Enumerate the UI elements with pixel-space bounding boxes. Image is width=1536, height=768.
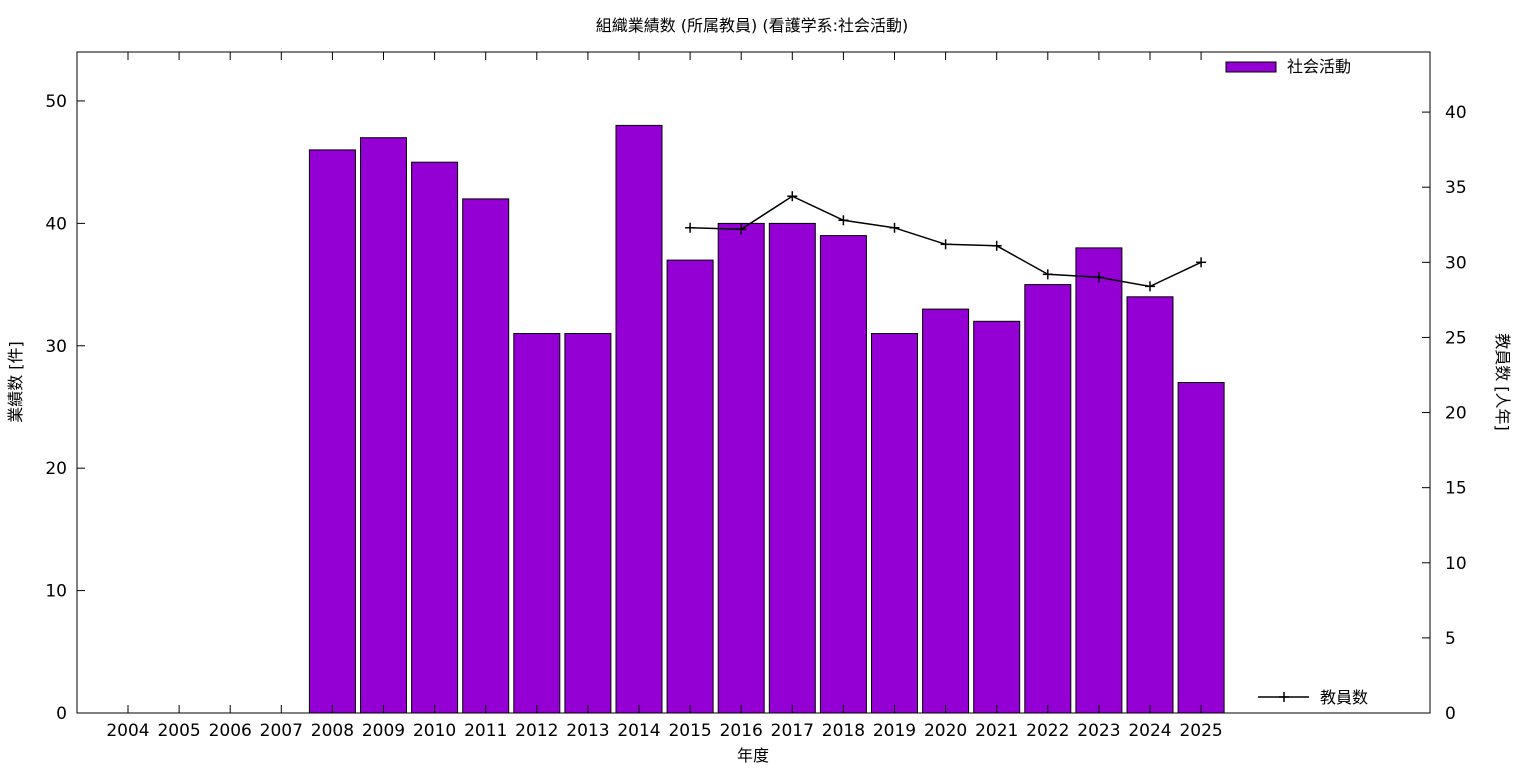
y2-tick-label-10: 10: [1445, 554, 1467, 574]
x-tick-label-2019: 2019: [873, 721, 916, 741]
y-tick-label-30: 30: [45, 337, 67, 357]
bar-2023: [1075, 247, 1123, 714]
line-point-2019: [889, 222, 900, 233]
y2-tick-label-15: 15: [1445, 479, 1467, 499]
line-point-2025: [1196, 257, 1207, 268]
x-axis-title: 年度: [737, 746, 769, 765]
x-tick-label-2021: 2021: [975, 721, 1018, 741]
y-axis-right-title: 教員数 [人年]: [1493, 333, 1512, 431]
bar-2014: [615, 124, 663, 714]
line-point-2024: [1145, 281, 1155, 292]
x-tick-label-2009: 2009: [362, 721, 405, 741]
bar-2008: [308, 149, 356, 714]
x-tick-label-2025: 2025: [1179, 721, 1222, 741]
y-axis-left-title: 業績数 [件]: [6, 341, 25, 423]
chart-title: 組織業績数 (所属教員) (看護学系:社会活動): [596, 16, 909, 35]
y-tick-label-20: 20: [45, 459, 67, 479]
line-point-2018: [838, 215, 849, 226]
x-tick-label-2008: 2008: [311, 721, 354, 741]
bar-2015: [666, 259, 714, 714]
bar-2016: [717, 222, 765, 714]
y2-tick-label-5: 5: [1445, 629, 1456, 649]
line-point-2017: [787, 191, 798, 202]
line-point-2021: [991, 240, 1002, 251]
bar-2020: [922, 308, 970, 714]
x-tick-label-2022: 2022: [1026, 721, 1069, 741]
y2-tick-label-30: 30: [1445, 253, 1467, 273]
y2-tick-label-25: 25: [1445, 328, 1467, 348]
y-tick-label-50: 50: [45, 92, 67, 112]
y-tick-label-10: 10: [45, 582, 67, 602]
line-point-2023: [1093, 272, 1104, 283]
bar-2017: [768, 222, 816, 714]
x-tick-label-2004: 2004: [106, 721, 149, 741]
bar-2009: [360, 137, 407, 714]
x-tick-label-2006: 2006: [209, 721, 252, 741]
y2-tick-label-0: 0: [1445, 704, 1456, 724]
y-axis-left: 0 10 20 30 40 50: [45, 92, 85, 724]
y-axis-right: 0 5 10 15 20 25 30 35 40: [1422, 103, 1467, 724]
bar-2011: [462, 198, 510, 714]
x-tick-label-2011: 2011: [464, 721, 507, 741]
bar-2018: [819, 235, 867, 714]
x-tick-label-2024: 2024: [1128, 721, 1171, 741]
x-tick-label-2023: 2023: [1077, 721, 1120, 741]
y2-tick-label-40: 40: [1445, 103, 1467, 123]
legend-bar-label: 社会活動: [1287, 57, 1351, 76]
x-tick-label-2007: 2007: [260, 721, 303, 741]
x-tick-label-2010: 2010: [413, 721, 456, 741]
plot-frame: [76, 51, 1431, 714]
bar-2013: [564, 333, 612, 714]
line-point-2022: [1042, 269, 1053, 280]
line-group: [685, 191, 1207, 292]
y-tick-label-0: 0: [56, 704, 67, 724]
bar-group: [308, 124, 1225, 714]
x-tick-label-2017: 2017: [771, 721, 814, 741]
y2-tick-label-35: 35: [1445, 178, 1467, 198]
line-point-2015: [685, 222, 696, 233]
legend-bar-swatch: [1225, 61, 1277, 73]
y2-tick-label-20: 20: [1445, 404, 1467, 424]
x-tick-label-2012: 2012: [515, 721, 558, 741]
line-point-2016: [736, 224, 747, 235]
x-tick-label-2018: 2018: [822, 721, 865, 741]
y-tick-label-40: 40: [45, 214, 67, 234]
bar-2012: [513, 333, 561, 714]
legend-line-entry: 教員数: [1258, 688, 1368, 707]
x-tick-label-2005: 2005: [157, 721, 200, 741]
x-tick-label-2015: 2015: [668, 721, 711, 741]
bar-2010: [411, 161, 459, 714]
x-tick-label-2014: 2014: [617, 721, 660, 741]
legend-line-label: 教員数: [1320, 688, 1368, 707]
x-tick-label-2016: 2016: [720, 721, 763, 741]
line-point-2020: [940, 239, 951, 250]
x-axis: 2004 2005 2006 2007 2008 2009 2010 2011 2012 2013…: [106, 52, 1223, 741]
bar-2024: [1126, 296, 1174, 714]
bar-2021: [973, 320, 1021, 714]
x-tick-label-2020: 2020: [924, 721, 967, 741]
legend-bar-entry: 社会活動: [1225, 57, 1351, 76]
bar-2025: [1177, 382, 1225, 714]
bar-2019: [871, 333, 918, 714]
x-tick-label-2013: 2013: [566, 721, 609, 741]
bar-2022: [1024, 284, 1072, 714]
